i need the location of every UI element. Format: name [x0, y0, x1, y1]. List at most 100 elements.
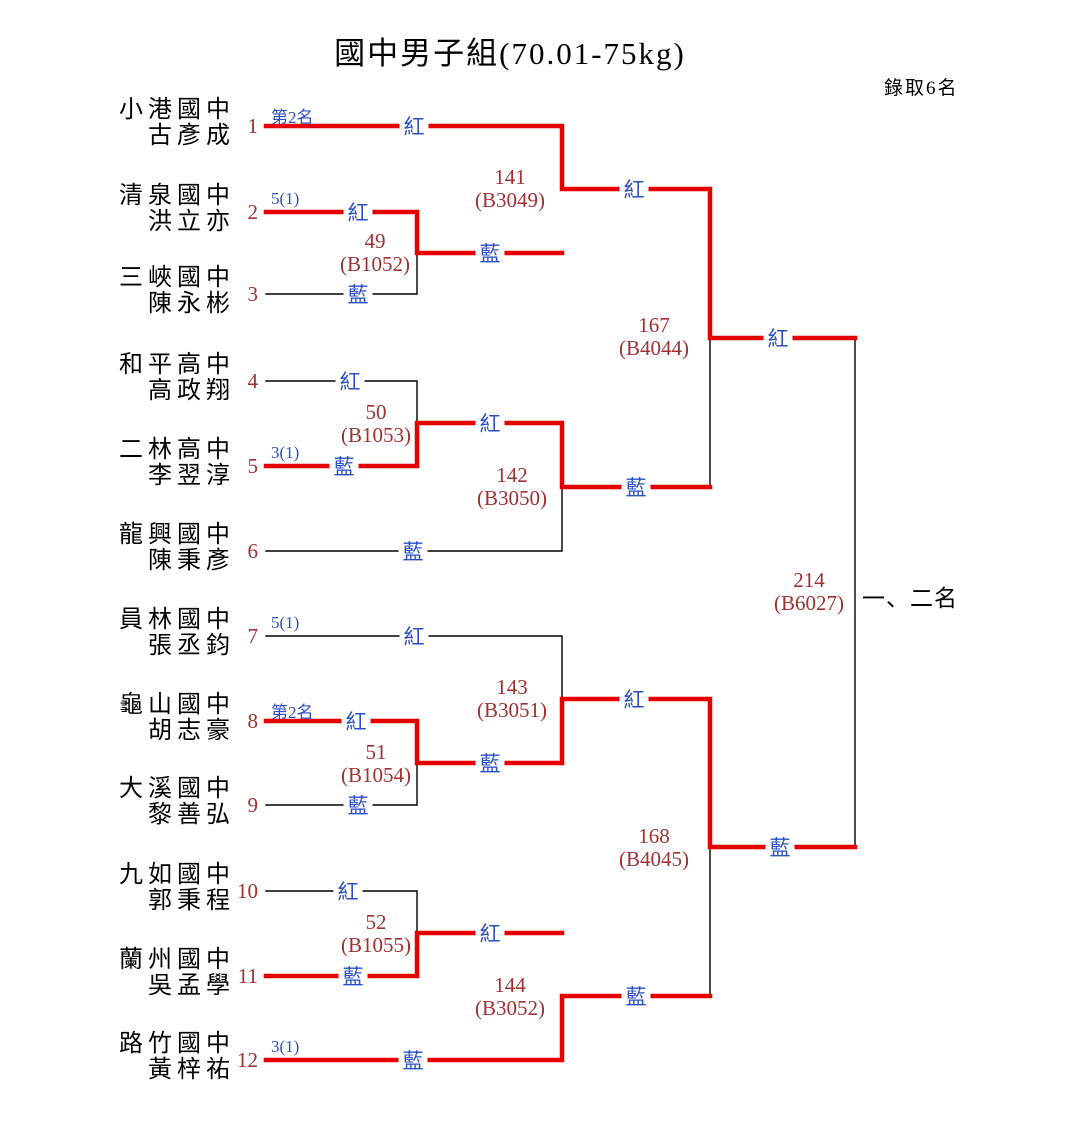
competitor-number: 1 [247, 114, 259, 138]
competitor-school: 蘭州國中 [119, 947, 235, 973]
match-label: 49 (B1052) [338, 230, 412, 276]
advance-corner-label: 紅 [475, 408, 505, 438]
competitor-seed-note: 5(1) [271, 189, 300, 208]
match-label: 167 (B4044) [617, 314, 691, 360]
corner-label: 藍 [343, 790, 373, 820]
competitor-name: 黃梓祐 [148, 1057, 235, 1083]
advance-corner-label: 紅 [763, 323, 793, 353]
match-number: 144 [494, 973, 526, 997]
match-label: 51 (B1054) [339, 741, 413, 787]
match-number: 141 [494, 165, 526, 189]
competitor-school: 龜山國中 [119, 692, 235, 718]
competitor-number: 11 [237, 964, 258, 988]
match-code: (B4044) [619, 336, 689, 360]
page-title: 國中男子組(70.01-75kg) [334, 36, 686, 71]
competitor-school: 路竹國中 [119, 1031, 235, 1057]
match-number: 142 [496, 463, 528, 487]
competitor-school: 清泉國中 [119, 183, 235, 209]
advance-corner-label: 紅 [619, 174, 649, 204]
advance-corner-label: 藍 [475, 748, 505, 778]
competitor-name: 洪立亦 [148, 209, 235, 235]
corner-label: 紅 [333, 876, 363, 906]
corner-label: 紅 [335, 366, 365, 396]
match-code: (B3052) [475, 996, 545, 1020]
match-label: 142 (B3050) [475, 464, 549, 510]
competitor-number: 8 [247, 709, 259, 733]
match-number: 51 [365, 740, 387, 764]
corner-label: 紅 [399, 621, 429, 651]
competitor-number: 5 [247, 454, 259, 478]
match-number: 52 [365, 910, 387, 934]
competitor-school: 和平高中 [119, 352, 235, 378]
competitor-seed-note: 第2名 [271, 108, 314, 127]
competitor-seed-note: 3(1) [271, 443, 300, 462]
competitor-school: 二林高中 [119, 437, 235, 463]
competitor-number: 10 [237, 879, 258, 903]
competitor-name: 陳秉彥 [148, 548, 235, 574]
advance-corner-label: 紅 [475, 918, 505, 948]
match-code: (B3051) [477, 698, 547, 722]
advance-corner-label: 藍 [765, 832, 795, 862]
corner-label: 藍 [398, 536, 428, 566]
competitor-school: 九如國中 [119, 862, 235, 888]
match-code: (B3049) [475, 188, 545, 212]
competitor-school: 小港國中 [119, 97, 235, 123]
match-code: (B1054) [341, 763, 411, 787]
match-label: 141 (B3049) [473, 166, 547, 212]
competitor-seed-note: 第2名 [271, 703, 314, 722]
advance-corner-label: 藍 [621, 981, 651, 1011]
competitor-number: 3 [247, 282, 259, 306]
competitor-school: 龍興國中 [119, 522, 235, 548]
corner-label: 紅 [343, 197, 373, 227]
match-number: 214 [793, 568, 825, 592]
competitor-school: 三峽國中 [119, 265, 235, 291]
match-label: 52 (B1055) [339, 911, 413, 957]
competitor-name: 郭秉程 [148, 888, 235, 914]
competitor-name: 吳孟學 [148, 973, 235, 999]
match-label: 144 (B3052) [473, 974, 547, 1020]
match-code: (B1055) [341, 933, 411, 957]
competitor-name: 李翌淳 [148, 463, 235, 489]
competitor-number: 9 [247, 793, 259, 817]
competitor-number: 2 [247, 200, 259, 224]
match-label: 143 (B3051) [475, 676, 549, 722]
competitor-school: 員林國中 [119, 607, 235, 633]
match-number: 143 [496, 675, 528, 699]
match-code: (B4045) [619, 847, 689, 871]
corner-label: 藍 [338, 961, 368, 991]
match-code: (B6027) [774, 591, 844, 615]
match-code: (B1053) [341, 423, 411, 447]
match-label: 214 (B6027) [772, 569, 846, 615]
advance-corner-label: 紅 [619, 684, 649, 714]
match-number: 50 [365, 400, 387, 424]
recruit-note: 錄取6名 [884, 78, 959, 99]
competitor-number: 4 [247, 369, 259, 393]
corner-label: 藍 [398, 1045, 428, 1075]
match-code: (B3050) [477, 486, 547, 510]
competitor-name: 高政翔 [148, 378, 235, 404]
advance-corner-label: 藍 [621, 472, 651, 502]
advance-corner-label: 藍 [475, 238, 505, 268]
competitor-number: 6 [247, 539, 259, 563]
competitor-name: 黎善弘 [148, 802, 235, 828]
match-label: 50 (B1053) [339, 401, 413, 447]
competitor-number: 7 [247, 624, 259, 648]
competitor-school: 大溪國中 [119, 776, 235, 802]
match-number: 168 [638, 824, 670, 848]
match-code: (B1052) [340, 252, 410, 276]
competitor-seed-note: 3(1) [271, 1037, 300, 1056]
competitor-name: 古彥成 [148, 123, 235, 149]
competitor-name: 張丞鈞 [148, 633, 235, 659]
competitor-name: 胡志豪 [148, 718, 235, 744]
corner-label: 紅 [341, 706, 371, 736]
final-places-label: 一、二名 [862, 586, 958, 611]
corner-label: 藍 [329, 451, 359, 481]
competitor-seed-note: 5(1) [271, 613, 300, 632]
match-label: 168 (B4045) [617, 825, 691, 871]
corner-label: 紅 [399, 111, 429, 141]
competitor-name: 陳永彬 [148, 291, 235, 317]
match-number: 49 [364, 229, 386, 253]
corner-label: 藍 [343, 279, 373, 309]
competitor-number: 12 [237, 1048, 258, 1072]
